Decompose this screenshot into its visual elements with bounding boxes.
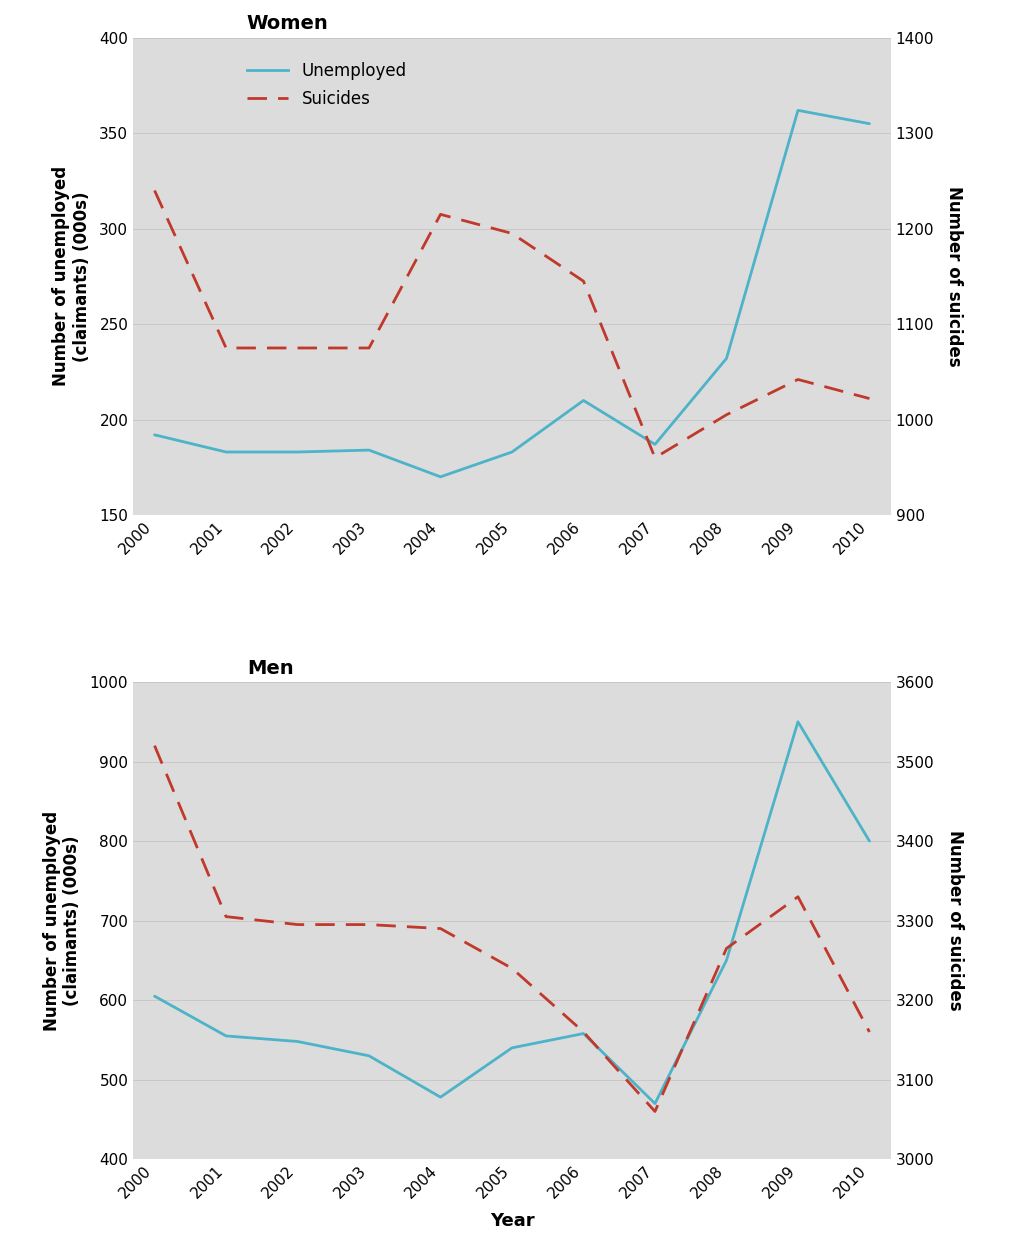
Unemployed — [362, 442, 375, 457]
Suicides — [792, 372, 804, 387]
Unemployed — [434, 469, 446, 484]
Suicides — [292, 917, 304, 932]
Suicides — [148, 738, 161, 753]
Unemployed — [792, 103, 804, 118]
Unemployed — [506, 445, 518, 460]
Suicides — [434, 207, 446, 222]
Suicides — [578, 1024, 590, 1040]
Unemployed — [220, 445, 232, 460]
Line: Unemployed: Unemployed — [155, 111, 869, 476]
Unemployed — [148, 989, 161, 1004]
Unemployed — [649, 1096, 662, 1111]
Suicides — [649, 450, 662, 465]
X-axis label: Year: Year — [489, 1212, 535, 1231]
Suicides — [720, 941, 732, 956]
Unemployed — [220, 1028, 232, 1043]
Y-axis label: Number of unemployed
(claimants) (000s): Number of unemployed (claimants) (000s) — [52, 166, 91, 387]
Unemployed — [720, 352, 732, 367]
Text: Men: Men — [247, 659, 294, 678]
Unemployed — [578, 1026, 590, 1041]
Unemployed — [506, 1041, 518, 1056]
Suicides — [578, 273, 590, 289]
Suicides — [506, 226, 518, 241]
Suicides — [720, 407, 732, 422]
Unemployed — [792, 714, 804, 730]
Unemployed — [649, 437, 662, 452]
Unemployed — [578, 393, 590, 408]
Unemployed — [434, 1090, 446, 1105]
Unemployed — [148, 427, 161, 442]
Line: Suicides: Suicides — [155, 190, 869, 457]
Suicides — [220, 340, 232, 355]
Legend: Unemployed, Suicides: Unemployed, Suicides — [240, 55, 414, 115]
Y-axis label: Number of unemployed
(claimants) (000s): Number of unemployed (claimants) (000s) — [43, 810, 82, 1031]
Unemployed — [292, 445, 304, 460]
Suicides — [362, 917, 375, 932]
Y-axis label: Number of suicides: Number of suicides — [945, 186, 964, 367]
Suicides — [863, 1024, 876, 1040]
Suicides — [220, 908, 232, 924]
Line: Unemployed: Unemployed — [155, 722, 869, 1104]
Unemployed — [863, 834, 876, 849]
Suicides — [792, 890, 804, 905]
Y-axis label: Number of suicides: Number of suicides — [945, 830, 964, 1011]
Unemployed — [720, 953, 732, 968]
Text: Women: Women — [247, 14, 329, 34]
Suicides — [649, 1104, 662, 1119]
Line: Suicides: Suicides — [155, 746, 869, 1111]
Suicides — [434, 921, 446, 936]
Suicides — [292, 340, 304, 355]
Suicides — [506, 961, 518, 976]
Unemployed — [863, 116, 876, 131]
Unemployed — [292, 1034, 304, 1050]
Suicides — [863, 391, 876, 406]
Suicides — [148, 183, 161, 198]
Suicides — [362, 340, 375, 355]
Unemployed — [362, 1048, 375, 1063]
